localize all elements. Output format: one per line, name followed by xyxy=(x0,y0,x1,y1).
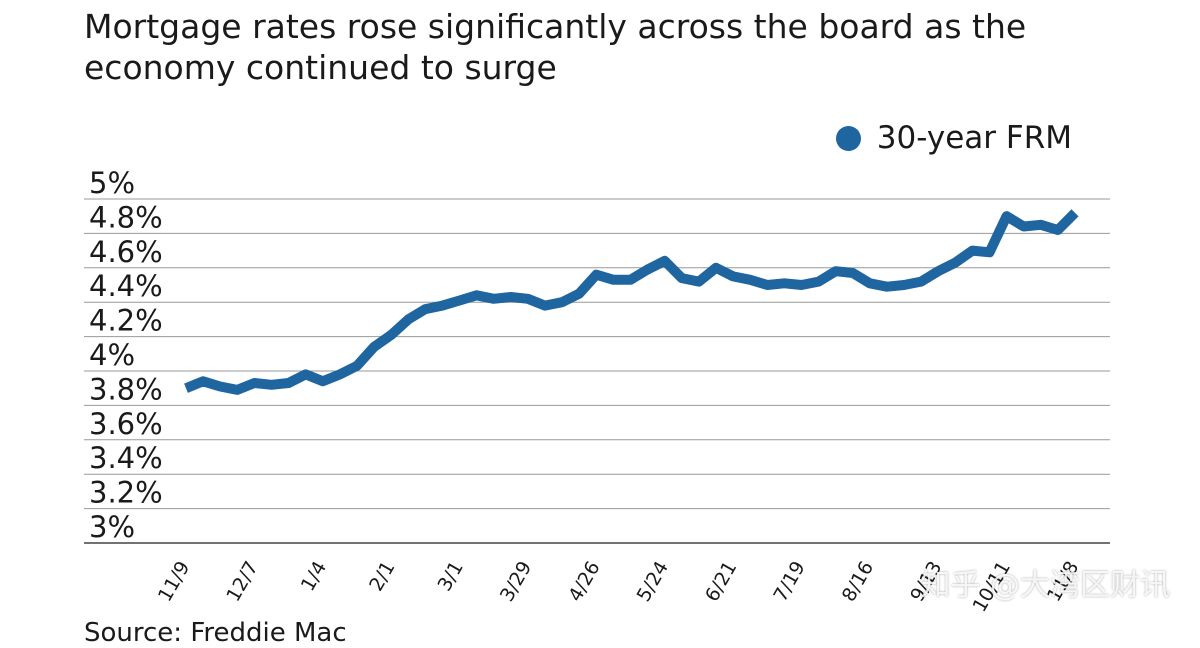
y-tick-label: 4.8% xyxy=(89,200,163,234)
x-tick-label: 3/29 xyxy=(496,558,536,606)
y-tick-label: 3.2% xyxy=(89,476,163,510)
y-axis: 3%3.2%3.4%3.6%3.8%4%4.2%4.4%4.6%4.8%5% xyxy=(89,166,163,544)
x-tick-label: 3/1 xyxy=(434,558,468,595)
x-tick-label: 4/26 xyxy=(564,558,604,606)
y-tick-label: 3.4% xyxy=(89,441,163,475)
y-tick-label: 4.2% xyxy=(89,304,163,338)
source-note: Source: Freddie Mac xyxy=(84,618,347,648)
legend: 30-year FRM xyxy=(835,120,1072,156)
chart-title: Mortgage rates rose significantly across… xyxy=(84,7,1027,87)
y-tick-label: 3.6% xyxy=(89,407,163,441)
x-tick-label: 6/21 xyxy=(701,558,741,606)
legend-label: 30-year FRM xyxy=(876,120,1072,156)
legend-marker xyxy=(835,125,861,151)
y-tick-label: 5% xyxy=(89,166,135,200)
series-layer xyxy=(184,209,1079,395)
series-line-30-year-frm xyxy=(184,209,1079,395)
y-tick-label: 4% xyxy=(89,338,135,372)
y-tick-label: 4.4% xyxy=(89,269,163,303)
x-tick-label: 2/1 xyxy=(365,558,399,595)
x-tick-label: 5/24 xyxy=(633,558,673,606)
y-tick-label: 4.6% xyxy=(89,235,163,269)
watermark: 知乎 @大湾区财讯 xyxy=(920,568,1170,603)
x-tick-label: 1/4 xyxy=(297,558,331,595)
x-tick-label: 7/19 xyxy=(769,558,809,606)
grid-lines xyxy=(84,198,1110,544)
x-tick-label: 11/9 xyxy=(154,558,194,606)
x-tick-label: 8/16 xyxy=(838,558,878,606)
x-tick-label: 12/7 xyxy=(222,558,262,606)
y-tick-label: 3% xyxy=(89,510,135,544)
y-tick-label: 3.8% xyxy=(89,372,163,406)
line-chart: 3%3.2%3.4%3.6%3.8%4%4.2%4.4%4.6%4.8%5% 1… xyxy=(84,166,1110,616)
